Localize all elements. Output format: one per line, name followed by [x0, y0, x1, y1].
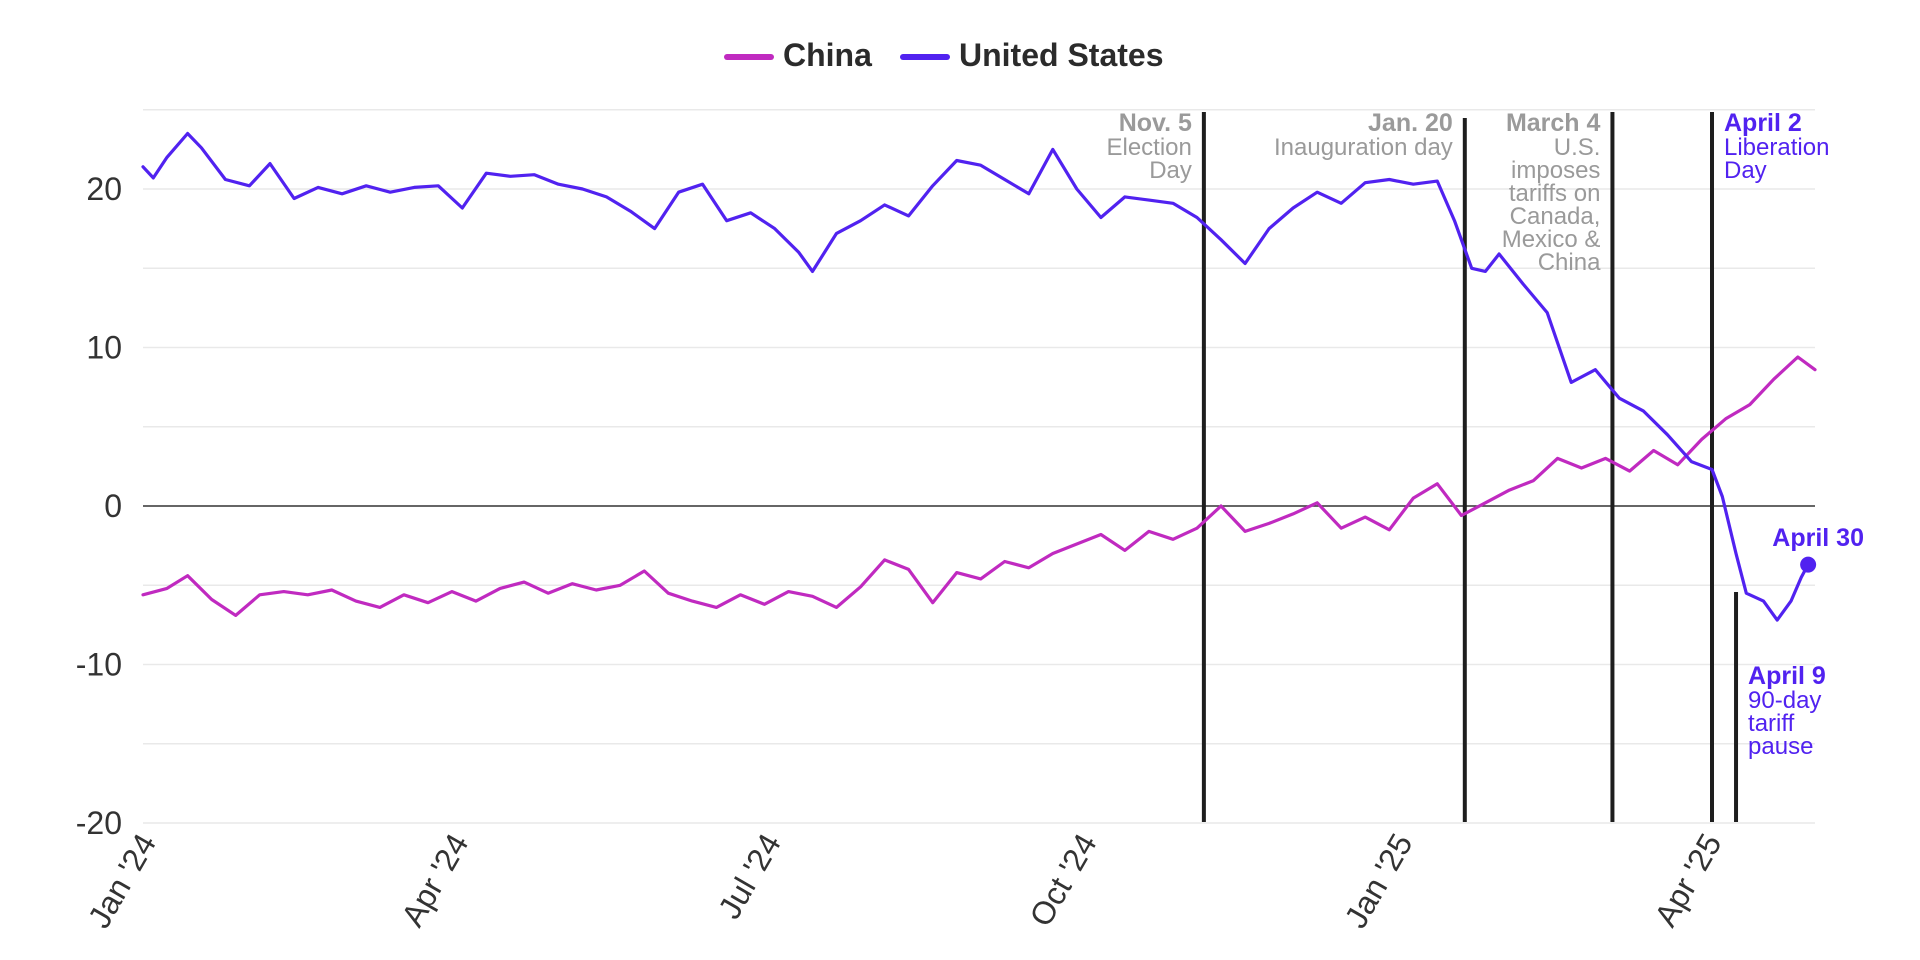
event-body-line: tariffs on: [1509, 180, 1601, 207]
event-title: March 4: [1506, 109, 1601, 137]
x-tick-label: Oct '24: [1022, 828, 1103, 933]
x-tick-label: Apr '25: [1647, 828, 1728, 933]
y-tick-label: 0: [104, 488, 122, 524]
x-tick-label: Jan '24: [81, 828, 163, 934]
event-body-line: Canada,: [1510, 203, 1601, 230]
series-line-united-states: [141, 131, 1810, 622]
event-body-line: Mexico &: [1502, 226, 1601, 253]
x-tick-label: Jan '25: [1337, 828, 1419, 934]
event-body-line: Election: [1106, 134, 1191, 161]
event-body-line: U.S.: [1554, 134, 1601, 161]
x-tick-label: Jul '24: [711, 828, 788, 925]
event-body-line: imposes: [1511, 157, 1600, 184]
event-title: Nov. 5: [1119, 109, 1192, 137]
event-title: Jan. 20: [1368, 109, 1453, 137]
y-tick-label: 10: [86, 330, 122, 366]
endpoint-label: April 30: [1772, 524, 1864, 552]
y-tick-label: -20: [76, 805, 122, 841]
event-body-line: Day: [1149, 157, 1192, 184]
gridlines: [143, 109, 1815, 824]
endpoint-dot: [1800, 556, 1817, 573]
event-body-line: Inauguration day: [1274, 134, 1453, 161]
y-tick-label: -10: [76, 647, 122, 683]
event-title: April 2: [1724, 109, 1802, 137]
legend: China United States: [724, 37, 1163, 73]
legend-label: China: [783, 37, 872, 73]
event-title: April 9: [1748, 662, 1826, 690]
legend-label: United States: [959, 37, 1163, 73]
event-body-line: 90-day: [1748, 687, 1821, 714]
x-tick-label: Apr '24: [394, 828, 475, 933]
event-body-line: Day: [1724, 157, 1767, 184]
event-body-line: tariff: [1748, 710, 1795, 737]
event-body-line: pause: [1748, 733, 1813, 760]
series-line-china: [141, 355, 1817, 617]
event-body-line: China: [1538, 249, 1601, 276]
event-body-line: Liberation: [1724, 134, 1829, 161]
y-tick-label: 20: [86, 171, 122, 207]
